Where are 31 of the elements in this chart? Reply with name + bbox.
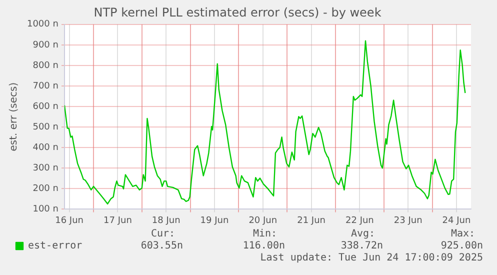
x-tick-label: 16 Jun xyxy=(55,216,84,226)
y-tick-label: 900 n xyxy=(32,40,58,50)
x-tick-label: 24 Jun xyxy=(442,216,471,226)
y-tick-label: 400 n xyxy=(32,142,58,153)
text: 116.00n xyxy=(242,240,285,252)
x-tick-label: 21 Jun xyxy=(297,216,326,226)
y-tick-label: 100 n xyxy=(32,204,58,215)
y-tick-label: 800 n xyxy=(32,60,58,71)
y-axis-title: est. err (secs) xyxy=(8,82,20,152)
y-tick-label: 200 n xyxy=(32,184,58,194)
y-tick-label: 700 n xyxy=(32,81,58,92)
text: 603.55n xyxy=(140,240,183,252)
y-tick-label: 500 n xyxy=(32,122,58,132)
x-tick-label: 19 Jun xyxy=(200,216,229,226)
x-tick-label: 17 Jun xyxy=(104,216,132,226)
text: Last update: Tue Jun 24 17:00:09 2025 xyxy=(260,252,483,264)
text: Cur: xyxy=(150,228,176,240)
y-tick-label: 300 n xyxy=(32,163,58,174)
x-tick-label: 18 Jun xyxy=(152,216,180,226)
chart-title: NTP kernel PLL estimated error (secs) - by week xyxy=(94,5,382,20)
text: 338.72n xyxy=(340,240,383,252)
legend-label: est-error xyxy=(28,240,82,252)
text: 925.00n xyxy=(440,240,483,252)
x-tick-label: 22 Jun xyxy=(345,216,374,226)
text: Min: xyxy=(252,228,278,240)
text: Max: xyxy=(450,228,476,240)
y-tick-label: 600 n xyxy=(32,102,58,112)
text: Avg: xyxy=(350,228,376,240)
y-tick-label: 1000 n xyxy=(26,20,58,30)
x-tick-label: 23 Jun xyxy=(394,216,422,226)
x-tick-label: 20 Jun xyxy=(248,216,278,226)
